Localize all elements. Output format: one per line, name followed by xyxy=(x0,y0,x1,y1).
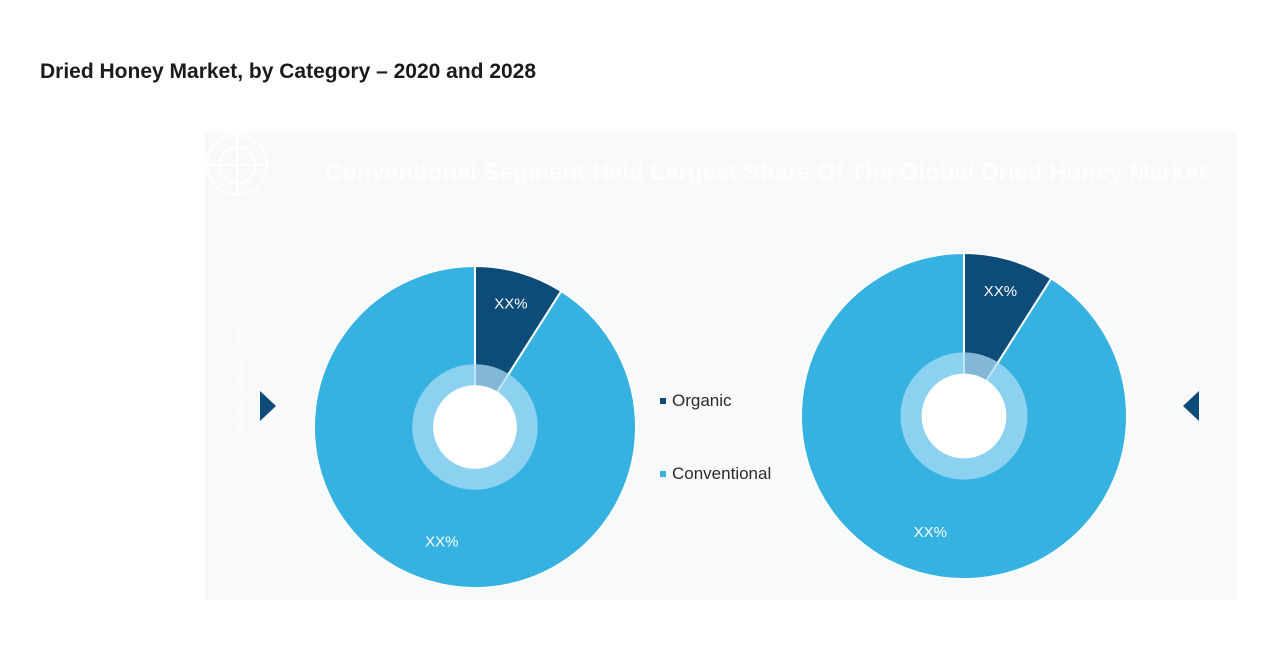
chart-panel: Conventional Segment Held Largest Share … xyxy=(205,133,1237,600)
pie-center-hole-2028 xyxy=(921,373,1007,459)
legend-label-organic: Organic xyxy=(672,391,732,410)
pie-chart-2028: XX% XX% xyxy=(800,251,1128,580)
page-title: Dried Honey Market, by Category – 2020 a… xyxy=(40,60,537,83)
chart-legend: Organic Conventional xyxy=(660,391,771,537)
data-label-conventional-2020: XX% xyxy=(425,533,458,550)
legend-label-conventional: Conventional xyxy=(672,464,772,483)
legend-swatch-organic xyxy=(660,398,666,404)
data-label-organic-2028: XX% xyxy=(984,283,1017,300)
pie-chart-2020: XX% XX% xyxy=(313,264,637,589)
legend-item-conventional: Conventional xyxy=(660,464,771,484)
legend-swatch-conventional xyxy=(660,471,666,477)
panel-header: Conventional Segment Held Largest Share … xyxy=(325,159,1207,186)
left-arrow-icon[interactable] xyxy=(260,391,276,421)
globe-logo-icon xyxy=(206,134,268,196)
pie-center-hole-2020 xyxy=(433,385,517,469)
legend-item-organic: Organic xyxy=(660,391,771,411)
pie-charts: XX% XX% XX% XX% xyxy=(260,251,1199,589)
right-arrow-icon[interactable] xyxy=(1183,391,1199,421)
data-label-organic-2020: XX% xyxy=(494,295,527,312)
data-label-conventional-2028: XX% xyxy=(914,524,947,541)
